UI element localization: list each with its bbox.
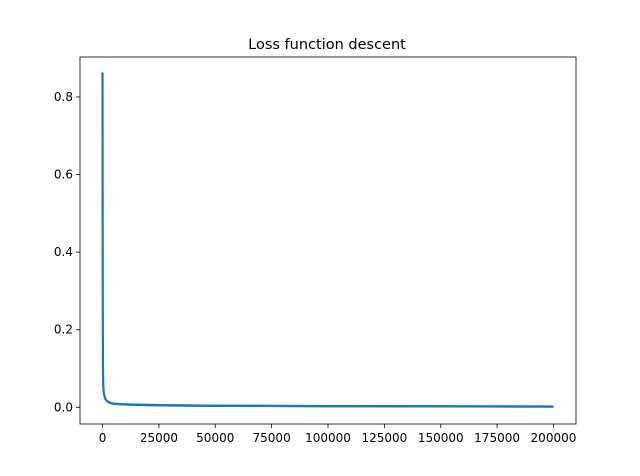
y-axis: 0.0 0.2 0.4 0.6 0.8 bbox=[54, 90, 80, 414]
series-layer bbox=[101, 72, 554, 408]
loss-series-noise-band bbox=[104, 394, 554, 408]
x-tick-label: 175000 bbox=[474, 431, 520, 445]
x-tick-label: 0 bbox=[99, 431, 107, 445]
x-tick-label: 50000 bbox=[196, 431, 234, 445]
x-tick-label: 100000 bbox=[305, 431, 351, 445]
x-tick-label: 25000 bbox=[140, 431, 178, 445]
chart-title: Loss function descent bbox=[248, 37, 406, 53]
y-tick-label: 0.0 bbox=[54, 400, 73, 414]
y-tick-label: 0.2 bbox=[54, 323, 73, 337]
x-tick-label: 75000 bbox=[253, 431, 291, 445]
plot-area bbox=[101, 72, 554, 408]
y-tick-label: 0.4 bbox=[54, 245, 73, 259]
y-tick-label: 0.6 bbox=[54, 168, 73, 182]
y-tick-label: 0.8 bbox=[54, 90, 73, 104]
x-tick-label: 125000 bbox=[361, 431, 407, 445]
x-tick-label: 150000 bbox=[418, 431, 464, 445]
axes-frame bbox=[79, 56, 577, 425]
loss-series-line-0 bbox=[101, 72, 554, 408]
x-tick-label: 200000 bbox=[531, 431, 577, 445]
x-axis: 0 25000 50000 75000 100000 125000 150000 175000… bbox=[99, 424, 577, 445]
